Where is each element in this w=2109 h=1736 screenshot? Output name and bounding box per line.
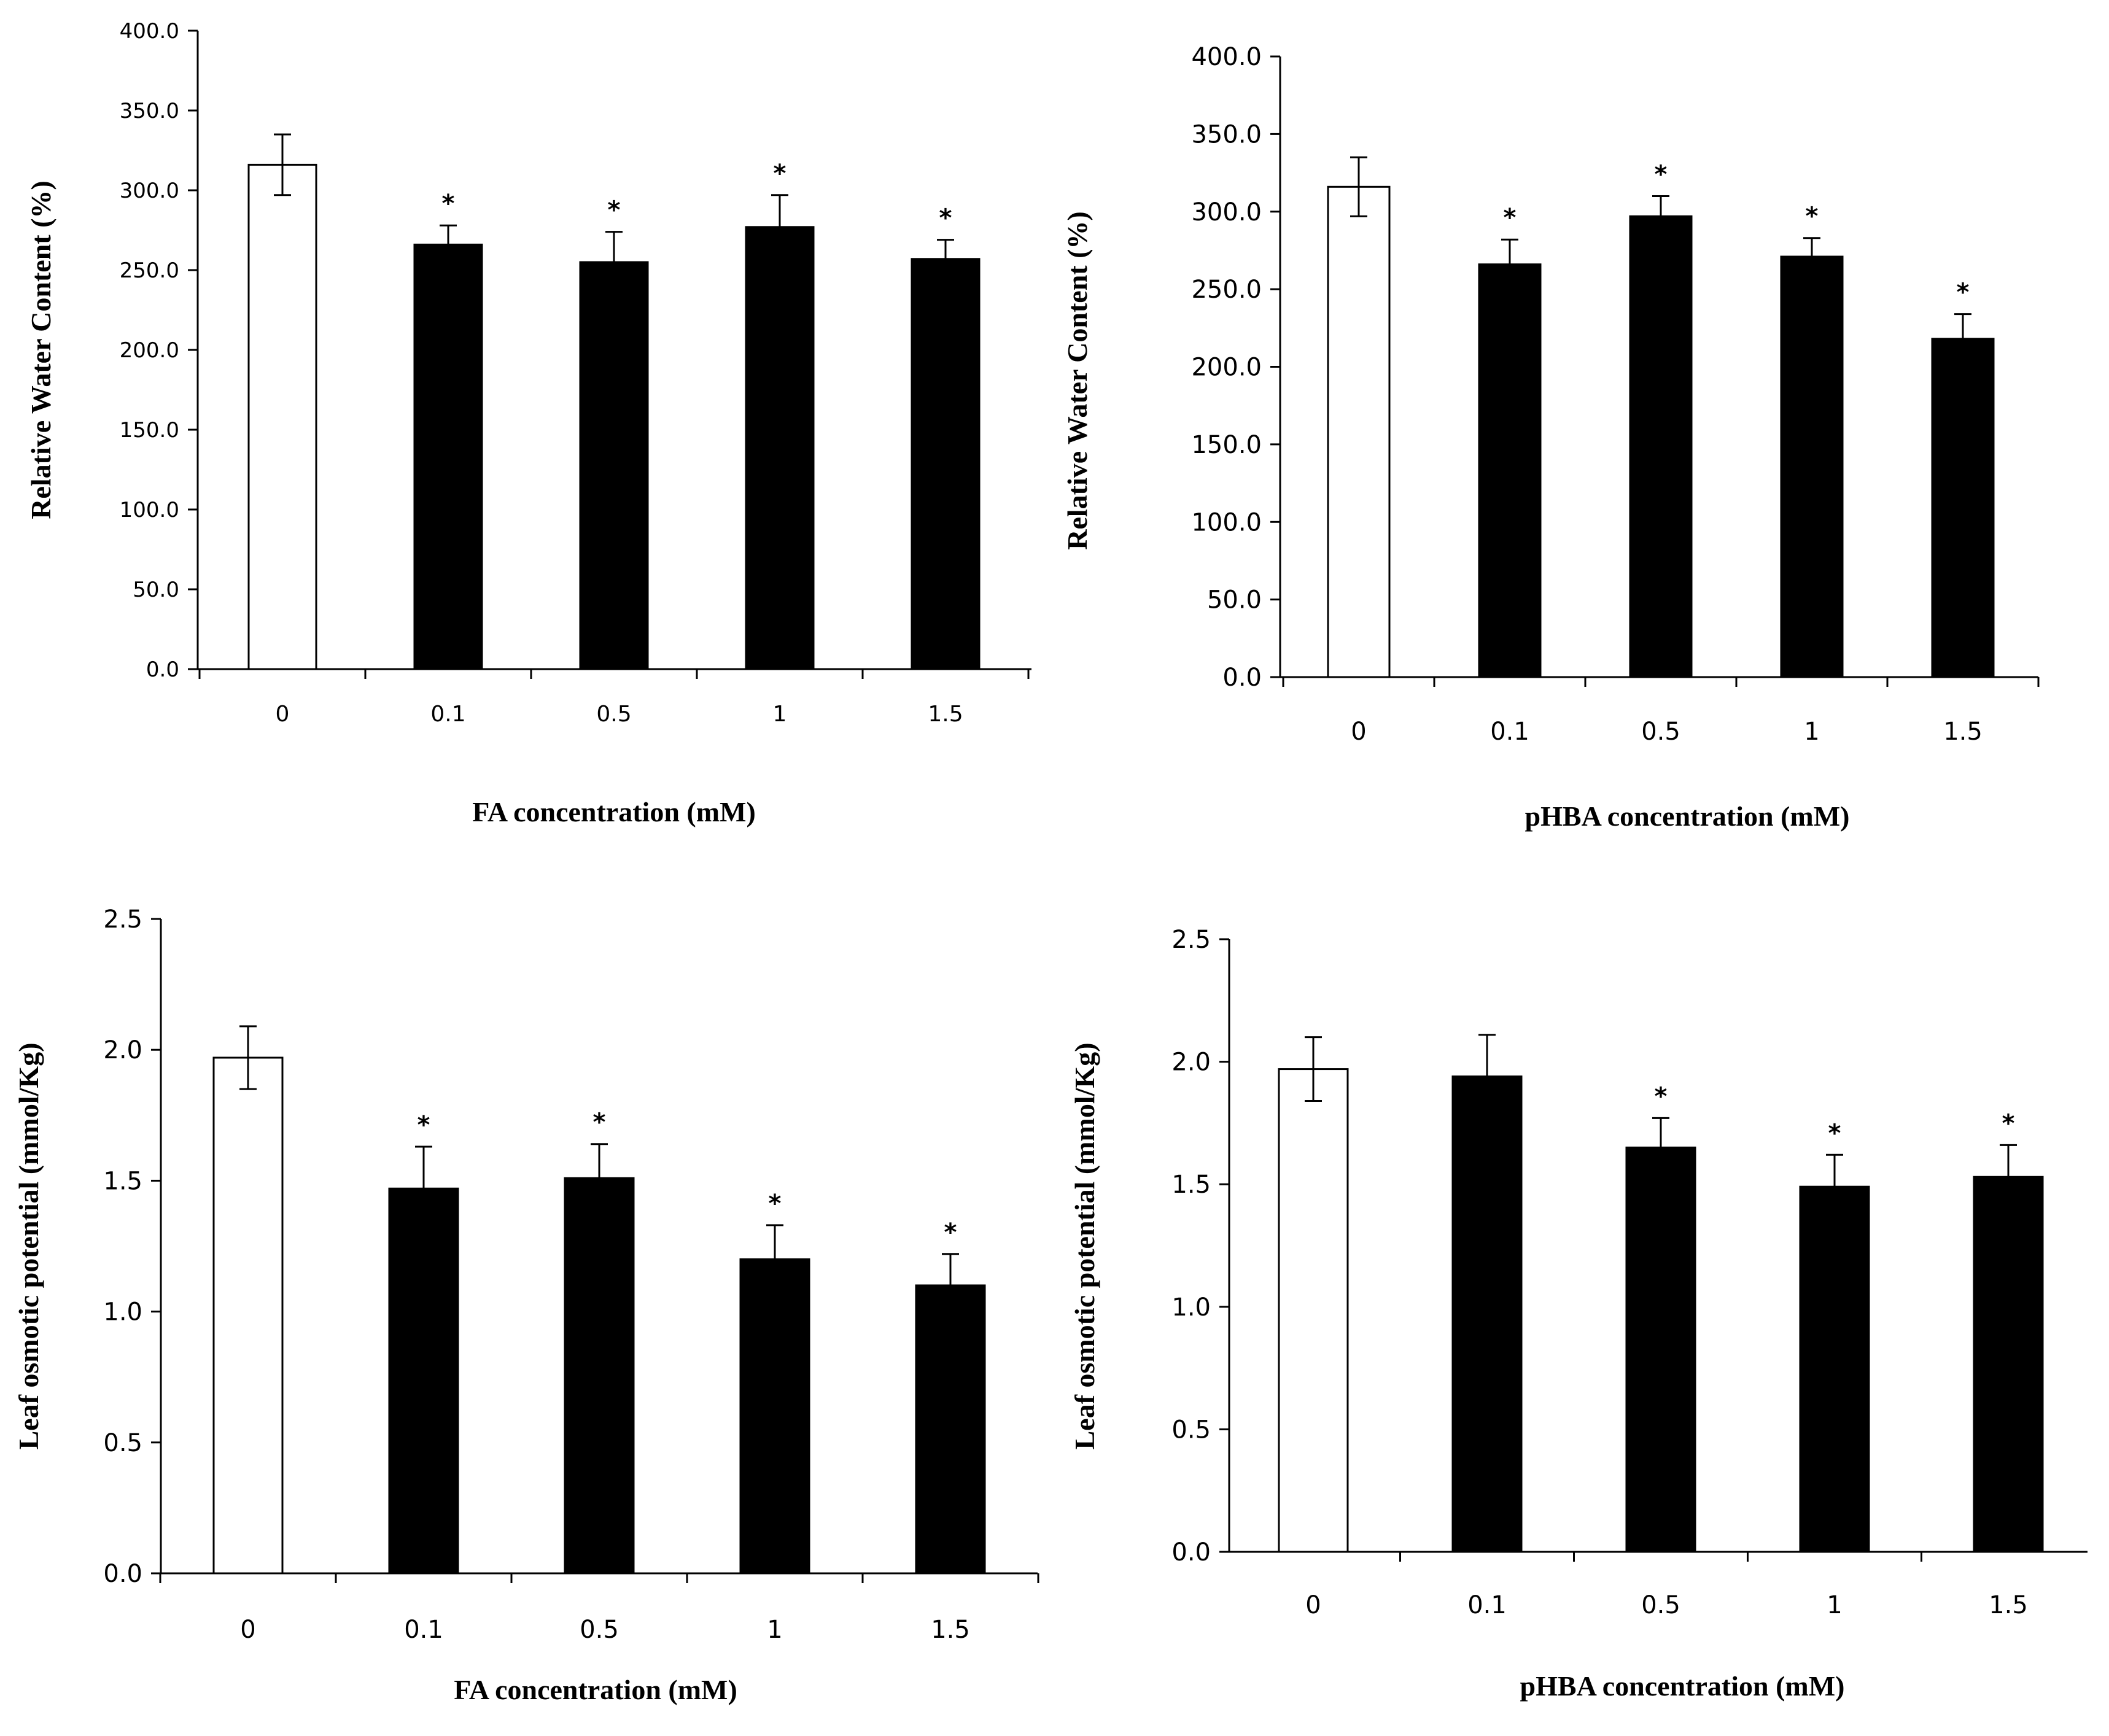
significance-star: * [1957,279,1970,307]
bar-0.5 [564,1177,635,1575]
x-axis-title: pHBA concentration (mM) [1525,800,1850,832]
bar-1 [739,1258,810,1575]
x-category-label: 1 [1827,1591,1842,1619]
y-tick-label: 0.0 [146,657,179,682]
y-tick-label: 2.0 [103,1036,142,1064]
significance-star: * [418,1111,430,1139]
y-tick-label: 200.0 [1191,354,1262,382]
y-tick-label: 400.0 [120,19,179,44]
x-category-label: 0.5 [580,1616,619,1644]
bar-0.5 [579,261,649,670]
significance-star: * [1828,1119,1841,1147]
bar-0 [247,163,317,670]
x-category-label: 1.5 [1989,1591,2028,1619]
y-tick-label: 200.0 [120,338,179,363]
y-tick-label: 50.0 [1207,586,1262,614]
y-tick-label: 2.5 [103,905,142,934]
y-tick-label: 2.5 [1171,926,1211,954]
bar-0.1 [1451,1075,1523,1553]
y-axis-title: Relative Water Content (%) [25,180,56,519]
y-tick-label: 0.0 [1222,664,1262,692]
significance-star: * [769,1190,782,1218]
chart-panel-2: 0.0 50.0 100.0 150.0 200.0 250.0 300.0 350.0 400… [1062,43,2040,832]
significance-star: * [1504,204,1517,232]
bar-0.5 [1625,1146,1696,1553]
chart-panel-3: 0.0 0.5 1.0 1.5 2.0 2.5 0 * 0.1 * 0.5 * 1 * 1.5 FA conc… [13,905,1039,1705]
y-axis-title: Leaf osmotic potential (mmol/Kg) [1069,1042,1100,1449]
x-category-label: 1.5 [1943,718,1983,746]
y-tick-label: 300.0 [120,179,179,203]
significance-star: * [608,196,621,225]
bar-1 [1780,255,1844,678]
bar-0.5 [1629,215,1693,678]
x-category-label: 0.5 [1641,1591,1680,1619]
x-category-label: 1 [773,702,787,727]
y-tick-label: 0.5 [1171,1416,1211,1444]
y-tick-label: 250.0 [1191,276,1262,304]
chart-panel-1: 0.0 50.0 100.0 150.0 200.0 250.0 300.0 350.0 400… [25,19,1031,827]
significance-star: * [1655,160,1668,188]
x-category-label: 1 [767,1616,782,1644]
bar-0 [1327,185,1391,678]
bar-0.1 [388,1187,459,1575]
y-tick-label: 0.0 [1171,1538,1211,1567]
y-tick-label: 150.0 [120,418,179,443]
significance-star: * [774,160,787,188]
bar-1 [745,226,815,670]
bar-1.5 [1931,338,1995,678]
significance-star: * [1806,203,1819,231]
bar-0.1 [1478,263,1542,678]
y-tick-label: 250.0 [120,258,179,283]
x-axis-title: FA concentration (mM) [454,1674,737,1705]
bar-1.5 [911,258,981,670]
x-category-label: 0 [276,702,290,727]
x-category-label: 0.1 [1467,1591,1507,1619]
x-category-label: 0.1 [404,1616,443,1644]
y-axis-title: Relative Water Content (%) [1062,211,1093,549]
significance-star: * [442,190,455,218]
y-tick-label: 100.0 [120,498,179,522]
y-tick-label: 350.0 [1191,120,1262,149]
y-tick-label: 0.5 [103,1429,142,1457]
y-tick-label: 400.0 [1191,43,1262,71]
y-tick-label: 50.0 [133,578,179,602]
y-tick-label: 0.0 [103,1560,142,1588]
x-category-label: 1.5 [928,702,963,727]
bar-1.5 [1973,1176,2044,1553]
x-category-label: 1.5 [931,1616,970,1644]
y-tick-label: 1.5 [103,1167,142,1195]
bar-0 [1278,1068,1349,1553]
bar-1.5 [915,1284,986,1575]
y-tick-label: 100.0 [1191,508,1262,537]
x-category-label: 0 [240,1616,255,1644]
x-category-label: 0 [1305,1591,1321,1619]
y-tick-label: 1.0 [1171,1293,1211,1322]
y-tick-label: 1.0 [103,1298,142,1327]
x-axis-title: pHBA concentration (mM) [1520,1670,1845,1702]
x-category-label: 1 [1804,718,1819,746]
y-tick-label: 350.0 [120,99,179,123]
bar-1 [1799,1185,1870,1553]
bar-0 [212,1056,284,1575]
x-axis-title: FA concentration (mM) [472,796,756,827]
x-category-label: 0 [1351,718,1366,746]
x-category-label: 0.1 [1490,718,1529,746]
y-tick-label: 150.0 [1191,431,1262,459]
significance-star: * [1655,1082,1668,1110]
y-tick-label: 2.0 [1171,1048,1211,1077]
x-category-label: 0.5 [1641,718,1680,746]
chart-panel-4: 0.0 0.5 1.0 1.5 2.0 2.5 0 0.1 * 0.5 * 1 * 1.5 pHBA con… [1069,926,2088,1702]
significance-star: * [944,1219,957,1247]
x-category-label: 0.5 [596,702,631,727]
y-tick-label: 300.0 [1191,198,1262,227]
significance-star: * [593,1109,606,1137]
y-axis-title: Leaf osmotic potential (mmol/Kg) [13,1042,44,1449]
y-tick-label: 1.5 [1171,1171,1211,1199]
x-category-label: 0.1 [430,702,465,727]
bar-0.1 [413,243,483,670]
significance-star: * [2002,1109,2015,1137]
significance-star: * [939,204,952,233]
